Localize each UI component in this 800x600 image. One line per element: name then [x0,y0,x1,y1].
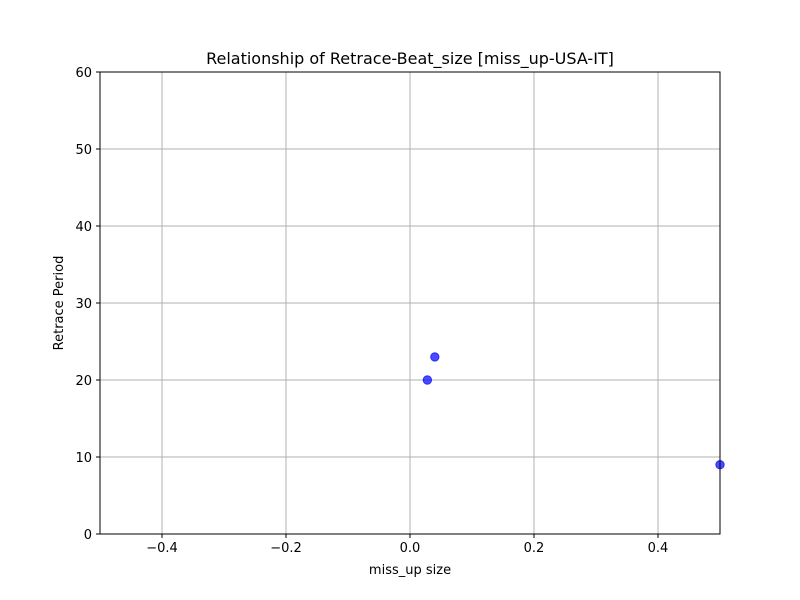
x-tick-label: 0.2 [524,541,545,556]
x-tick-label: −0.2 [270,541,302,556]
x-tick-label: 0.4 [648,541,669,556]
scatter-point [430,352,440,362]
x-tick-label: −0.4 [146,541,178,556]
scatter-point [422,375,433,385]
axis-ticks: −0.4 −0.2 0.0 0.2 0.4 0 10 20 30 40 50 60 [75,66,668,556]
y-tick-label: 40 [75,220,92,235]
x-axis-label: miss_up size [369,563,451,578]
y-tick-label: 20 [75,374,92,389]
y-tick-label: 50 [75,143,92,158]
y-tick-label: 0 [84,528,92,543]
y-tick-label: 30 [75,297,92,312]
data-points [422,352,725,470]
y-tick-label: 60 [75,66,92,81]
y-axis-label: Retrace Period [52,256,67,351]
chart-title: Relationship of Retrace-Beat_size [miss_… [206,49,614,69]
y-tick-label: 10 [75,451,92,466]
grid-lines [100,71,720,535]
x-tick-label: 0.0 [400,541,421,556]
